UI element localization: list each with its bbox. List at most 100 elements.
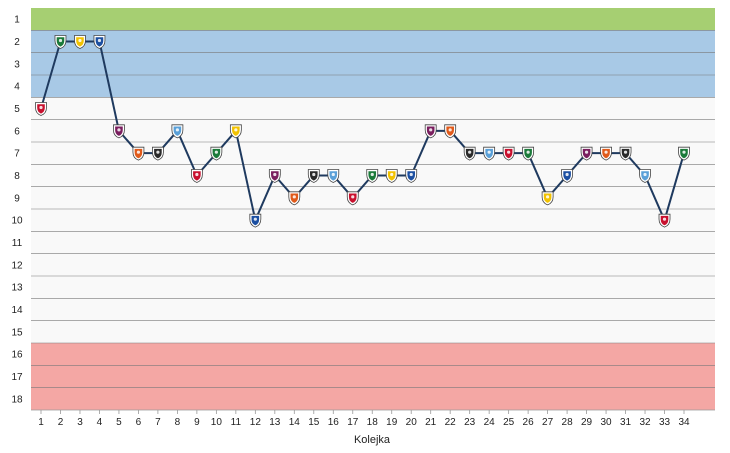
x-tick-label: 16 (328, 417, 340, 428)
club-crest-icon (35, 102, 47, 116)
zone-bands (31, 8, 715, 410)
x-tick-label: 2 (58, 417, 64, 428)
club-crest-dot (331, 172, 335, 177)
club-crest-dot (409, 172, 413, 177)
x-tick-label: 21 (425, 417, 437, 428)
club-crest-dot (156, 150, 160, 154)
club-crest-icon (54, 35, 67, 49)
club-crest-dot (526, 150, 530, 154)
club-crest-icon (639, 169, 651, 183)
y-tick-label: 7 (14, 149, 20, 160)
series-line-1 (40, 40, 685, 222)
y-tick-label: 15 (11, 327, 23, 338)
y-tick-label: 11 (12, 238, 23, 249)
club-crest-dot (487, 150, 491, 154)
x-tick-label: 19 (386, 417, 398, 428)
club-crest-dot (39, 105, 43, 110)
club-crest-dot (507, 150, 511, 154)
club-crest-icon (619, 146, 632, 161)
x-tick-label: 3 (77, 417, 83, 428)
y-tick-label: 14 (11, 305, 23, 316)
club-crest-dot (682, 150, 686, 154)
x-tick-label: 23 (464, 417, 476, 428)
club-crest-dot (662, 217, 667, 221)
zone-band-2 (31, 30, 715, 98)
zone-band-3 (31, 97, 715, 343)
club-crest-icon (522, 146, 535, 161)
club-crest-icon (424, 124, 437, 139)
gridlines (31, 30, 715, 388)
y-tick-label: 3 (14, 59, 20, 70)
x-tick-label: 13 (269, 417, 281, 428)
club-crest-icon (190, 169, 203, 183)
x-tick-label: 8 (175, 417, 181, 428)
club-crest-dot (273, 172, 277, 177)
club-crest-icon (561, 169, 573, 183)
x-tick-label: 29 (581, 417, 593, 428)
x-tick-label: 18 (367, 417, 379, 428)
club-crest-dot (175, 128, 179, 132)
club-crest-icon (327, 169, 340, 183)
club-crest-dot (468, 150, 472, 154)
club-crest-icon (444, 124, 457, 139)
club-crest-dot (390, 172, 394, 177)
club-crest-icon (171, 124, 184, 139)
x-tick-label: 7 (155, 417, 161, 428)
y-tick-label: 18 (11, 394, 23, 405)
club-crest-icon (541, 191, 554, 206)
club-crest-dot (565, 172, 569, 177)
x-tick-label: 17 (347, 417, 359, 428)
club-crest-dot (351, 195, 355, 199)
x-tick-label: 14 (289, 417, 301, 428)
x-tick-label: 22 (445, 417, 457, 428)
club-crest-dot (195, 172, 199, 177)
y-tick-label: 4 (14, 82, 20, 93)
club-crest-dot (136, 150, 141, 154)
club-crest-icon (93, 35, 106, 49)
y-tick-label: 6 (14, 126, 20, 137)
x-tick-label: 28 (562, 417, 574, 428)
x-tick-label: 11 (231, 417, 242, 428)
x-tick-label: 24 (484, 417, 496, 428)
club-crest-icon (678, 146, 690, 161)
y-tick-label: 12 (11, 260, 23, 271)
club-crest-icon (74, 35, 86, 49)
y-tick-label: 5 (14, 104, 20, 115)
club-crest-icon (113, 124, 125, 139)
x-tick-label: 31 (620, 417, 632, 428)
series-line (40, 40, 685, 222)
club-crest-dot (292, 195, 296, 199)
club-crest-dot (643, 172, 647, 177)
club-crest-icon (502, 146, 515, 161)
series-markers (35, 35, 690, 228)
club-crest-dot (234, 128, 238, 132)
club-crest-dot (97, 38, 102, 43)
club-crest-dot (214, 150, 218, 154)
y-tick-label: 1 (14, 15, 20, 26)
club-crest-dot (584, 150, 589, 154)
club-crest-icon (366, 169, 379, 183)
x-tick-label: 1 (38, 417, 44, 428)
x-tick-label: 34 (678, 417, 690, 428)
x-axis-title: Kolejka (354, 434, 391, 446)
zone-band-1 (31, 8, 715, 31)
y-tick-label: 2 (14, 37, 20, 48)
zone-band-4 (31, 343, 715, 410)
club-crest-dot (58, 38, 63, 43)
club-crest-dot (370, 172, 374, 177)
x-tick-label: 33 (659, 417, 671, 428)
y-tick-label: 13 (11, 283, 23, 294)
club-crest-icon (346, 191, 359, 206)
x-tick-label: 6 (136, 417, 142, 428)
club-crest-icon (600, 146, 612, 161)
x-tick-label: 32 (639, 417, 651, 428)
club-crest-icon (152, 146, 164, 161)
x-tick-label: 25 (503, 417, 515, 428)
club-crest-icon (658, 213, 671, 228)
x-axis: 1 2 3 4 5 6 7 8 9 10 11 12 13 14 15 16 17 18 19 20 21 22 23 24 2… (31, 409, 715, 428)
club-crest-dot (623, 150, 628, 154)
club-crest-dot (253, 217, 257, 221)
club-crest-icon (580, 146, 593, 161)
club-crest-dot (429, 128, 433, 132)
